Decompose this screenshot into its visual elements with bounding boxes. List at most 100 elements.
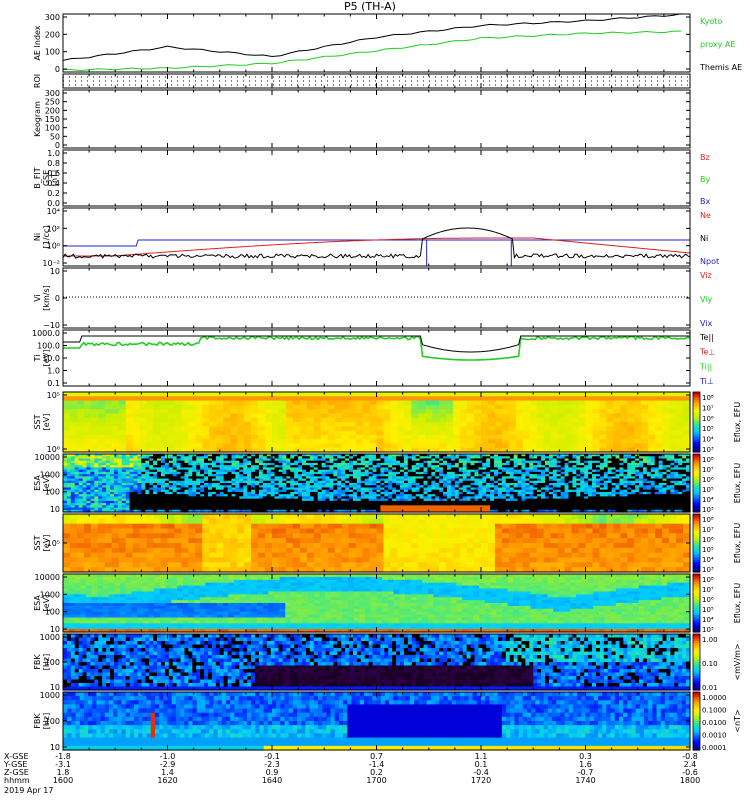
y-tick-label: 10 — [50, 625, 60, 634]
esa-electron-spectrogram — [63, 574, 691, 633]
y-axis-unit: [Hz] — [42, 654, 51, 670]
x-axis-row-label: X-GSE — [4, 752, 29, 761]
colorbar-tick-label: 10³ — [702, 566, 714, 574]
colorbar-tick-label: 10⁶ — [702, 415, 714, 423]
colorbar-label: Eflux, EFU — [733, 583, 742, 624]
ni-line — [62, 227, 691, 260]
y-axis-unit: [eV] — [42, 535, 51, 552]
colorbar-tick-label: 10⁷ — [702, 586, 714, 594]
legend-entry: By — [700, 175, 710, 184]
y-axis-unit: [eV] — [42, 595, 51, 612]
x-axis-tick-label: 1.6 — [579, 760, 592, 769]
colorbar-frame — [692, 513, 701, 573]
y-tick-label: 0 — [55, 65, 60, 74]
colorbar-label: Eflux, EFU — [733, 463, 742, 504]
y-tick-label: 1000 — [40, 470, 60, 479]
y-axis-label: SST — [33, 535, 42, 550]
panel-frame-keogram — [62, 89, 691, 149]
x-axis-tick-label: -0.6 — [682, 768, 698, 777]
colorbar-tick-label: 0.0010 — [702, 732, 727, 740]
colorbar-tick-label: 0.1000 — [702, 707, 727, 715]
x-axis-tick-label: -1.8 — [55, 752, 71, 761]
fbk-e-spectrogram — [63, 634, 691, 691]
colorbar-label: Eflux, EFU — [733, 402, 742, 443]
y-tick-label: 100 — [45, 608, 60, 617]
colorbar-tick-label: 0.10 — [702, 660, 718, 668]
colorbar-esa_i — [693, 454, 700, 513]
y-tick-label: 1000 — [40, 691, 60, 700]
x-axis-tick-label: 1.8 — [57, 768, 70, 777]
legend-entry: Viz — [700, 271, 712, 280]
fbk-b-spectrogram — [63, 692, 691, 751]
legend-entry: Ti⊥ — [699, 377, 714, 386]
y-axis-label: FBK — [33, 654, 42, 670]
y-tick-label: 300 — [45, 89, 60, 98]
x-axis-tick-label: 2.4 — [684, 760, 697, 769]
colorbar-tick-label: 10⁵ — [702, 425, 714, 433]
panel-frame-vi — [62, 267, 691, 329]
y-tick-label: 10⁶ — [47, 445, 60, 454]
sst-electron-spectrogram — [63, 514, 691, 573]
y-tick-label: 1000.0 — [32, 329, 60, 338]
y-tick-label: 150 — [45, 115, 60, 124]
colorbar-frame — [692, 573, 701, 633]
colorbar-tick-label: 10³ — [702, 446, 714, 454]
y-tick-label: 0.6 — [47, 169, 60, 178]
x-axis-row-label: Z-GSE — [4, 768, 29, 777]
y-axis-unit: [eV] — [42, 350, 51, 367]
y-tick-label: 10 — [50, 505, 60, 514]
colorbar-tick-label: 10⁷ — [702, 526, 714, 534]
legend-entry: Vix — [700, 319, 713, 328]
legend-entry: Ti|| — [699, 362, 712, 371]
colorbar-tick-label: 1.0000 — [702, 694, 727, 702]
legend-entry: Te⊥ — [699, 348, 715, 357]
colorbar-tick-label: 10⁵ — [702, 486, 714, 494]
y-tick-label: 10⁵ — [47, 539, 60, 548]
colorbar-label: <mV/m> — [733, 643, 742, 680]
x-axis-tick-label: -3.1 — [55, 760, 71, 769]
colorbar-tick-label: 10⁴ — [702, 556, 714, 564]
x-axis-tick-label: -0.7 — [578, 768, 594, 777]
colorbar-tick-label: 1.00 — [702, 636, 718, 644]
y-axis-label: ROI — [33, 74, 42, 88]
colorbar-tick-label: 10⁵ — [702, 546, 714, 554]
x-axis-tick-label: 0.3 — [579, 752, 592, 761]
ti-parallel-line — [63, 335, 691, 361]
y-tick-label: 10 — [50, 267, 60, 276]
colorbar-tick-label: 10³ — [702, 626, 714, 634]
y-tick-label: 100 — [45, 488, 60, 497]
y-tick-label: 100 — [45, 658, 60, 667]
y-tick-label: 0.2 — [47, 189, 60, 198]
colorbar-tick-label: 0.0100 — [702, 719, 727, 727]
panel-frame-ae — [62, 13, 691, 73]
colorbar-frame — [692, 453, 701, 513]
y-tick-label: 0.8 — [47, 159, 60, 168]
y-tick-label: 0.0 — [47, 199, 60, 208]
y-axis-unit: [eV] — [42, 414, 51, 431]
panel-frame-ni — [62, 207, 691, 267]
colorbar-tick-label: 0.01 — [702, 684, 718, 692]
colorbar-frame — [692, 633, 701, 691]
x-axis-tick-label: -0.1 — [264, 752, 280, 761]
colorbar-frame — [692, 391, 701, 453]
y-tick-label: 100.0 — [37, 342, 60, 351]
colorbar-frame — [692, 691, 701, 751]
y-tick-label: 0 — [55, 294, 60, 303]
x-axis-tick-label: -1.0 — [160, 752, 176, 761]
y-tick-label: 1000 — [40, 590, 60, 599]
legend-entry: Npot — [700, 257, 719, 266]
y-axis-label: Keogram — [33, 101, 42, 137]
y-tick-label: 300 — [45, 13, 60, 22]
y-axis-unit: [1/cc] — [42, 226, 51, 249]
y-axis-unit: [nT] — [50, 170, 59, 186]
x-axis-tick-label: 1800 — [680, 776, 700, 785]
x-axis-tick-label: 0.1 — [475, 760, 488, 769]
x-axis-tick-label: 1620 — [157, 776, 177, 785]
colorbar-tick-label: 0.0001 — [702, 744, 727, 752]
ae-series-line — [62, 30, 682, 72]
y-tick-label: 10⁰ — [47, 242, 60, 251]
legend-entry: Bz — [700, 153, 710, 162]
y-tick-label: 10² — [47, 224, 60, 233]
y-tick-label: 250 — [45, 98, 60, 107]
colorbar-tick-label: 10⁵ — [702, 606, 714, 614]
